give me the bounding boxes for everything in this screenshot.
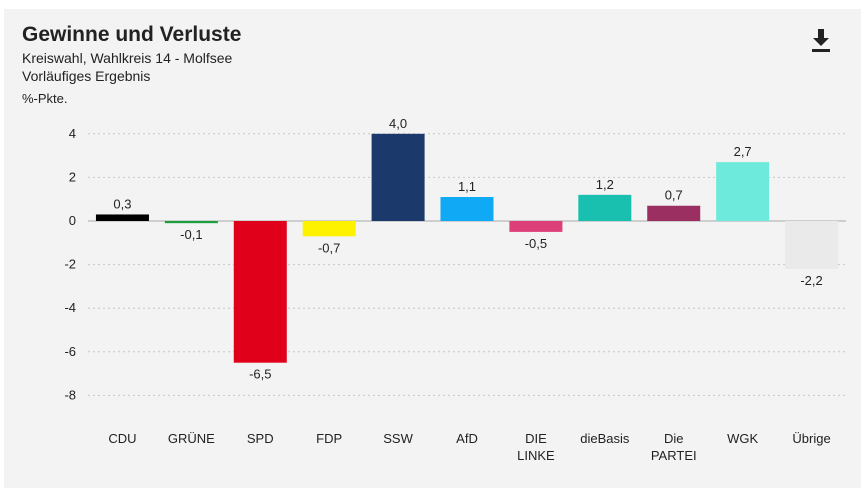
bar-die-partei[interactable] xyxy=(647,205,701,221)
category-label: SSW xyxy=(383,431,413,446)
category-label: CDU xyxy=(108,431,136,446)
y-tick-label: -2 xyxy=(64,257,76,272)
data-label: -0,5 xyxy=(525,236,547,251)
data-label: 1,1 xyxy=(458,179,476,194)
category-label: FDP xyxy=(316,431,342,446)
data-label: -0,1 xyxy=(180,227,202,242)
y-tick-label: -4 xyxy=(64,300,76,315)
y-tick-label: 0 xyxy=(69,213,76,228)
chart-status: Vorläufiges Ergebnis xyxy=(22,68,151,84)
data-label: 2,7 xyxy=(734,144,752,159)
y-tick-label: -6 xyxy=(64,344,76,359)
category-label: dieBasis xyxy=(580,431,630,446)
bar-wgk[interactable] xyxy=(716,162,770,221)
bar-ssw[interactable] xyxy=(371,133,425,221)
bar-übrige[interactable] xyxy=(785,221,839,269)
download-icon[interactable] xyxy=(810,28,832,54)
data-label: 0,3 xyxy=(113,196,131,211)
bar-afd[interactable] xyxy=(440,197,494,221)
bar-grüne[interactable] xyxy=(164,221,218,224)
bar-die-linke[interactable] xyxy=(509,221,563,232)
chart-card xyxy=(4,9,861,488)
data-label: 4,0 xyxy=(389,116,407,131)
bar-diebasis[interactable] xyxy=(578,194,632,221)
y-tick-label: -8 xyxy=(64,387,76,402)
category-label: GRÜNE xyxy=(168,431,215,446)
data-label: 1,2 xyxy=(596,177,614,192)
bar-spd[interactable] xyxy=(233,221,287,363)
chart-title: Gewinne und Verluste xyxy=(22,23,242,46)
y-tick-label: 4 xyxy=(69,126,76,141)
category-label: LINKE xyxy=(517,448,555,463)
bar-fdp[interactable] xyxy=(302,221,356,237)
data-label: 0,7 xyxy=(665,188,683,203)
data-label: -0,7 xyxy=(318,240,340,255)
data-label: -6,5 xyxy=(249,367,271,382)
category-label: Die xyxy=(664,431,684,446)
category-label: SPD xyxy=(247,431,274,446)
category-label: PARTEI xyxy=(651,448,697,463)
y-tick-label: 2 xyxy=(69,169,76,184)
category-label: DIE xyxy=(525,431,547,446)
data-label: -2,2 xyxy=(800,273,822,288)
bar-cdu[interactable] xyxy=(95,214,149,221)
category-label: AfD xyxy=(456,431,478,446)
category-label: WGK xyxy=(727,431,758,446)
y-axis-label: %-Pkte. xyxy=(22,91,68,106)
chart-subtitle: Kreiswahl, Wahlkreis 14 - Molfsee xyxy=(22,50,233,66)
category-label: Übrige xyxy=(792,431,830,446)
